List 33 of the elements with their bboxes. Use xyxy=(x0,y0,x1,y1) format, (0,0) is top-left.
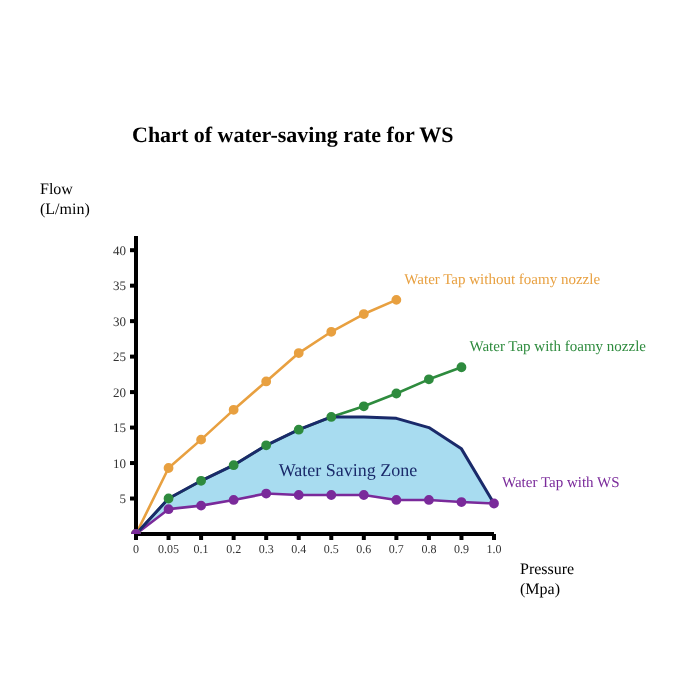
x-axis-title: Pressure (Mpa) xyxy=(520,560,575,600)
point xyxy=(261,488,272,499)
point xyxy=(196,500,206,511)
point xyxy=(196,434,206,445)
point xyxy=(293,348,304,358)
point xyxy=(456,362,467,373)
point xyxy=(358,490,369,500)
point xyxy=(261,440,272,451)
point xyxy=(261,376,272,387)
point xyxy=(489,498,499,509)
point xyxy=(228,460,239,471)
point xyxy=(358,309,369,319)
point xyxy=(326,490,337,500)
point xyxy=(358,401,369,412)
point xyxy=(391,495,402,505)
point xyxy=(293,490,304,500)
point xyxy=(424,495,434,505)
point xyxy=(326,412,337,422)
point xyxy=(163,504,174,515)
point xyxy=(163,493,174,504)
point xyxy=(228,495,239,505)
point xyxy=(326,326,337,337)
point xyxy=(424,374,434,385)
chart-title: Chart of water-saving rate for WS xyxy=(132,124,454,148)
point xyxy=(456,497,467,507)
y-axis-title: Flow (L/min) xyxy=(40,180,90,220)
annotation: Water Saving Zone xyxy=(276,460,420,480)
point xyxy=(228,404,239,415)
point xyxy=(293,424,304,435)
point xyxy=(391,388,402,399)
point xyxy=(163,463,174,473)
point xyxy=(196,475,206,486)
point xyxy=(391,294,402,305)
